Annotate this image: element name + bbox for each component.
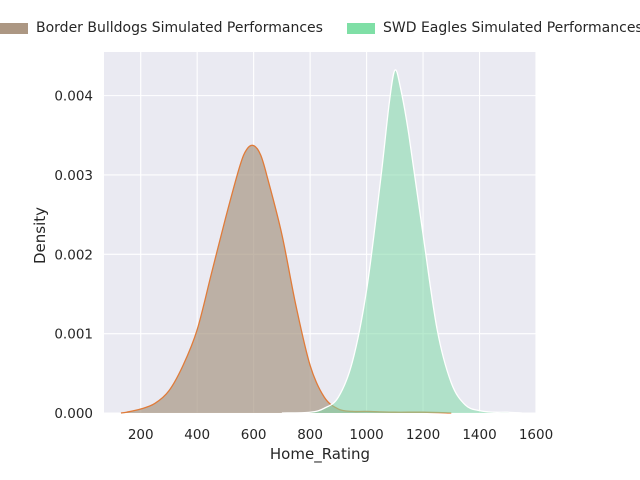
series-1-line (281, 69, 522, 414)
x-tick-label: 1000 (349, 427, 383, 443)
x-tick-label: 1600 (519, 427, 553, 443)
series-1-area (281, 69, 522, 413)
legend-swatch-swd-eagles (347, 22, 375, 34)
legend-item-swd-eagles[interactable]: SWD Eagles Simulated Performances (347, 20, 640, 36)
y-axis-label: Density (31, 207, 49, 264)
x-tick-label: 200 (128, 427, 154, 443)
legend-label-swd-eagles: SWD Eagles Simulated Performances (383, 20, 640, 36)
y-tick-label: 0.000 (54, 406, 93, 422)
legend-label-border-bulldogs: Border Bulldogs Simulated Performances (36, 20, 323, 36)
y-tick-label: 0.003 (54, 168, 93, 184)
legend-swatch-border-bulldogs (0, 22, 28, 34)
x-tick-label: 1200 (406, 427, 440, 443)
series-0-area (120, 145, 452, 414)
legend: Border Bulldogs Simulated Performances S… (0, 20, 640, 42)
plot-background (104, 52, 536, 413)
y-tick-label: 0.004 (54, 89, 93, 105)
x-tick-label: 600 (241, 427, 267, 443)
x-axis-label: Home_Rating (270, 445, 370, 464)
legend-item-border-bulldogs[interactable]: Border Bulldogs Simulated Performances (0, 20, 323, 36)
tick-layer: 200 400 600 800 1000 1200 1400 1600 0.000 0.001 0.… (54, 89, 553, 443)
x-tick-label: 1400 (462, 427, 496, 443)
y-tick-label: 0.001 (54, 327, 93, 343)
x-tick-label: 800 (297, 427, 323, 443)
y-tick-label: 0.002 (54, 247, 93, 263)
series-layer (120, 69, 522, 414)
x-tick-label: 400 (184, 427, 210, 443)
